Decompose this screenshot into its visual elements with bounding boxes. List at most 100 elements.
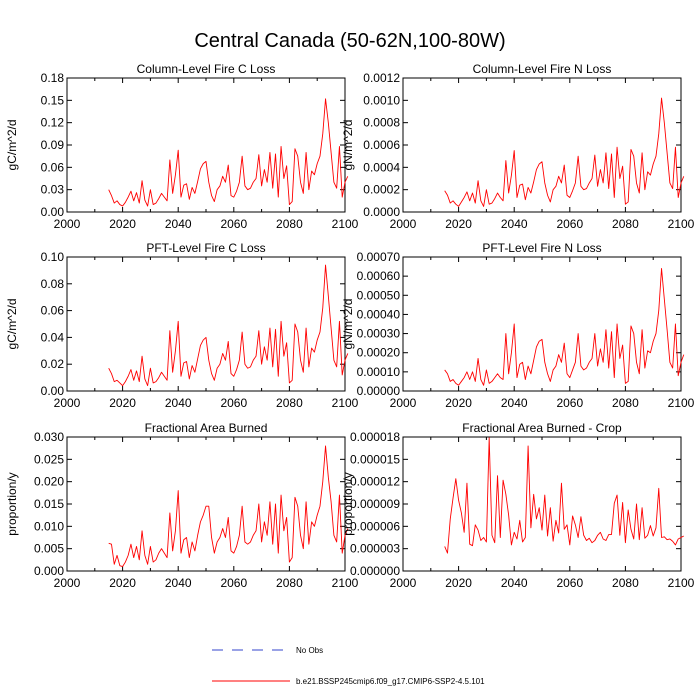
y-tick-label: 0.000000 — [350, 564, 400, 578]
x-tick-label: 2040 — [165, 217, 192, 231]
x-tick-label: 2100 — [332, 576, 359, 590]
y-tick-label: 0.000012 — [350, 475, 400, 489]
series-line-1 — [444, 97, 685, 207]
x-tick-label: 2060 — [220, 576, 247, 590]
chart-panel-4: 2000 2020 2040 2060 2080 2100 0.00000 0.00010 0.… — [341, 241, 695, 410]
chart-title: Fractional Area Burned - Crop — [462, 421, 622, 435]
y-tick-label: 0.09 — [41, 138, 65, 152]
x-tick-label: 2020 — [445, 396, 472, 410]
x-tick-label: 2060 — [220, 396, 247, 410]
y-tick-label: 0.18 — [41, 71, 65, 85]
y-tick-label: 0.0008 — [363, 116, 400, 130]
x-tick-label: 2000 — [390, 396, 417, 410]
y-tick-label: 0.00000 — [357, 384, 401, 398]
y-tick-label: 0.00070 — [357, 250, 401, 264]
y-tick-label: 0.0006 — [363, 138, 400, 152]
chart-title: PFT-Level Fire C Loss — [146, 241, 265, 255]
x-tick-label: 2000 — [390, 217, 417, 231]
x-tick-label: 2040 — [501, 396, 528, 410]
panels: 2000 2020 2040 2060 2080 2100 0.00 0.03 0.06 0.09… — [5, 62, 695, 590]
y-tick-label: 0.06 — [41, 304, 65, 318]
y-tick-label: 0.04 — [41, 330, 65, 344]
figure-title: Central Canada (50-62N,100-80W) — [194, 30, 505, 52]
x-tick-label: 2000 — [54, 217, 81, 231]
y-tick-label: 0.0012 — [363, 71, 400, 85]
chart-panel-5: 2000 2020 2040 2060 2080 2100 0.000 0.005 0.010 0… — [5, 421, 359, 590]
chart-panel-3: 2000 2020 2040 2060 2080 2100 0.00 0.02 0.04 0.06… — [5, 241, 359, 410]
y-tick-label: 0.08 — [41, 277, 65, 291]
y-tick-label: 0.00030 — [357, 327, 401, 341]
x-tick-label: 2060 — [556, 396, 583, 410]
plot-frame — [66, 436, 346, 572]
y-tick-label: 0.00040 — [357, 307, 401, 321]
y-axis-label: proportion/y — [5, 472, 19, 535]
y-tick-label: 0.00050 — [357, 288, 401, 302]
y-tick-label: 0.12 — [41, 116, 65, 130]
x-tick-label: 2100 — [332, 217, 359, 231]
x-tick-label: 2040 — [165, 396, 192, 410]
y-tick-label: 0.0010 — [363, 93, 400, 107]
x-tick-label: 2060 — [220, 217, 247, 231]
chart-panel-2: 2000 2020 2040 2060 2080 2100 0.0000 0.0002 0.00… — [341, 62, 695, 231]
legend: No Obs b.e21.BSSP245cmip6.f09_g17.CMIP6-… — [212, 646, 485, 686]
y-axis-label: proportion/y — [341, 472, 355, 535]
x-tick-label: 2020 — [109, 396, 136, 410]
y-axis-label: gN/m^2/d — [341, 120, 355, 171]
y-tick-label: 0.000009 — [350, 497, 400, 511]
y-tick-label: 0.0002 — [363, 183, 400, 197]
y-tick-label: 0.000 — [34, 564, 64, 578]
y-tick-label: 0.025 — [34, 452, 64, 466]
y-tick-label: 0.000006 — [350, 519, 400, 533]
y-tick-label: 0.0004 — [363, 160, 400, 174]
y-tick-label: 0.000015 — [350, 452, 400, 466]
y-tick-label: 0.010 — [34, 519, 64, 533]
x-tick-label: 2100 — [668, 396, 695, 410]
x-tick-label: 2000 — [54, 396, 81, 410]
x-tick-label: 2020 — [445, 217, 472, 231]
y-tick-label: 0.10 — [41, 250, 65, 264]
x-tick-label: 2000 — [390, 576, 417, 590]
y-tick-label: 0.030 — [34, 430, 64, 444]
y-tick-label: 0.00010 — [357, 365, 401, 379]
chart-panel-1: 2000 2020 2040 2060 2080 2100 0.00 0.03 0.06 0.09… — [5, 62, 359, 231]
y-axis-label: gC/m^2/d — [5, 120, 19, 171]
x-tick-label: 2080 — [612, 396, 639, 410]
series-line-1 — [444, 437, 684, 554]
y-tick-label: 0.15 — [41, 93, 65, 107]
y-tick-label: 0.06 — [41, 160, 65, 174]
x-tick-label: 2020 — [109, 576, 136, 590]
x-tick-label: 2080 — [276, 396, 303, 410]
x-tick-label: 2020 — [445, 576, 472, 590]
x-tick-label: 2000 — [54, 576, 81, 590]
x-tick-label: 2040 — [165, 576, 192, 590]
y-tick-label: 0.020 — [34, 475, 64, 489]
chart-title: Fractional Area Burned — [145, 421, 268, 435]
series-line-1 — [108, 264, 349, 387]
x-tick-label: 2080 — [276, 576, 303, 590]
chart-panel-6: 2000 2020 2040 2060 2080 2100 0.000000 0.000003… — [341, 421, 695, 590]
x-tick-label: 2080 — [612, 217, 639, 231]
x-tick-label: 2040 — [501, 576, 528, 590]
y-tick-label: 0.00060 — [357, 269, 401, 283]
y-tick-label: 0.00 — [41, 205, 65, 219]
x-tick-label: 2100 — [332, 396, 359, 410]
y-tick-label: 0.000003 — [350, 542, 400, 556]
chart-title: Column-Level Fire C Loss — [137, 62, 276, 76]
plot-frame — [402, 436, 682, 572]
y-axis-label: gC/m^2/d — [5, 299, 19, 350]
y-tick-label: 0.00020 — [357, 346, 401, 360]
legend-no-obs-label: No Obs — [296, 646, 323, 655]
x-tick-label: 2100 — [668, 217, 695, 231]
y-axis-label: gN/m^2/d — [341, 299, 355, 350]
series-line-1 — [108, 98, 349, 207]
series-line-1 — [108, 445, 349, 567]
x-tick-label: 2060 — [556, 217, 583, 231]
y-tick-label: 0.000018 — [350, 430, 400, 444]
x-tick-label: 2080 — [612, 576, 639, 590]
x-tick-label: 2080 — [276, 217, 303, 231]
y-tick-label: 0.0000 — [363, 205, 400, 219]
x-tick-label: 2040 — [501, 217, 528, 231]
y-tick-label: 0.00 — [41, 384, 65, 398]
chart-title: Column-Level Fire N Loss — [473, 62, 612, 76]
